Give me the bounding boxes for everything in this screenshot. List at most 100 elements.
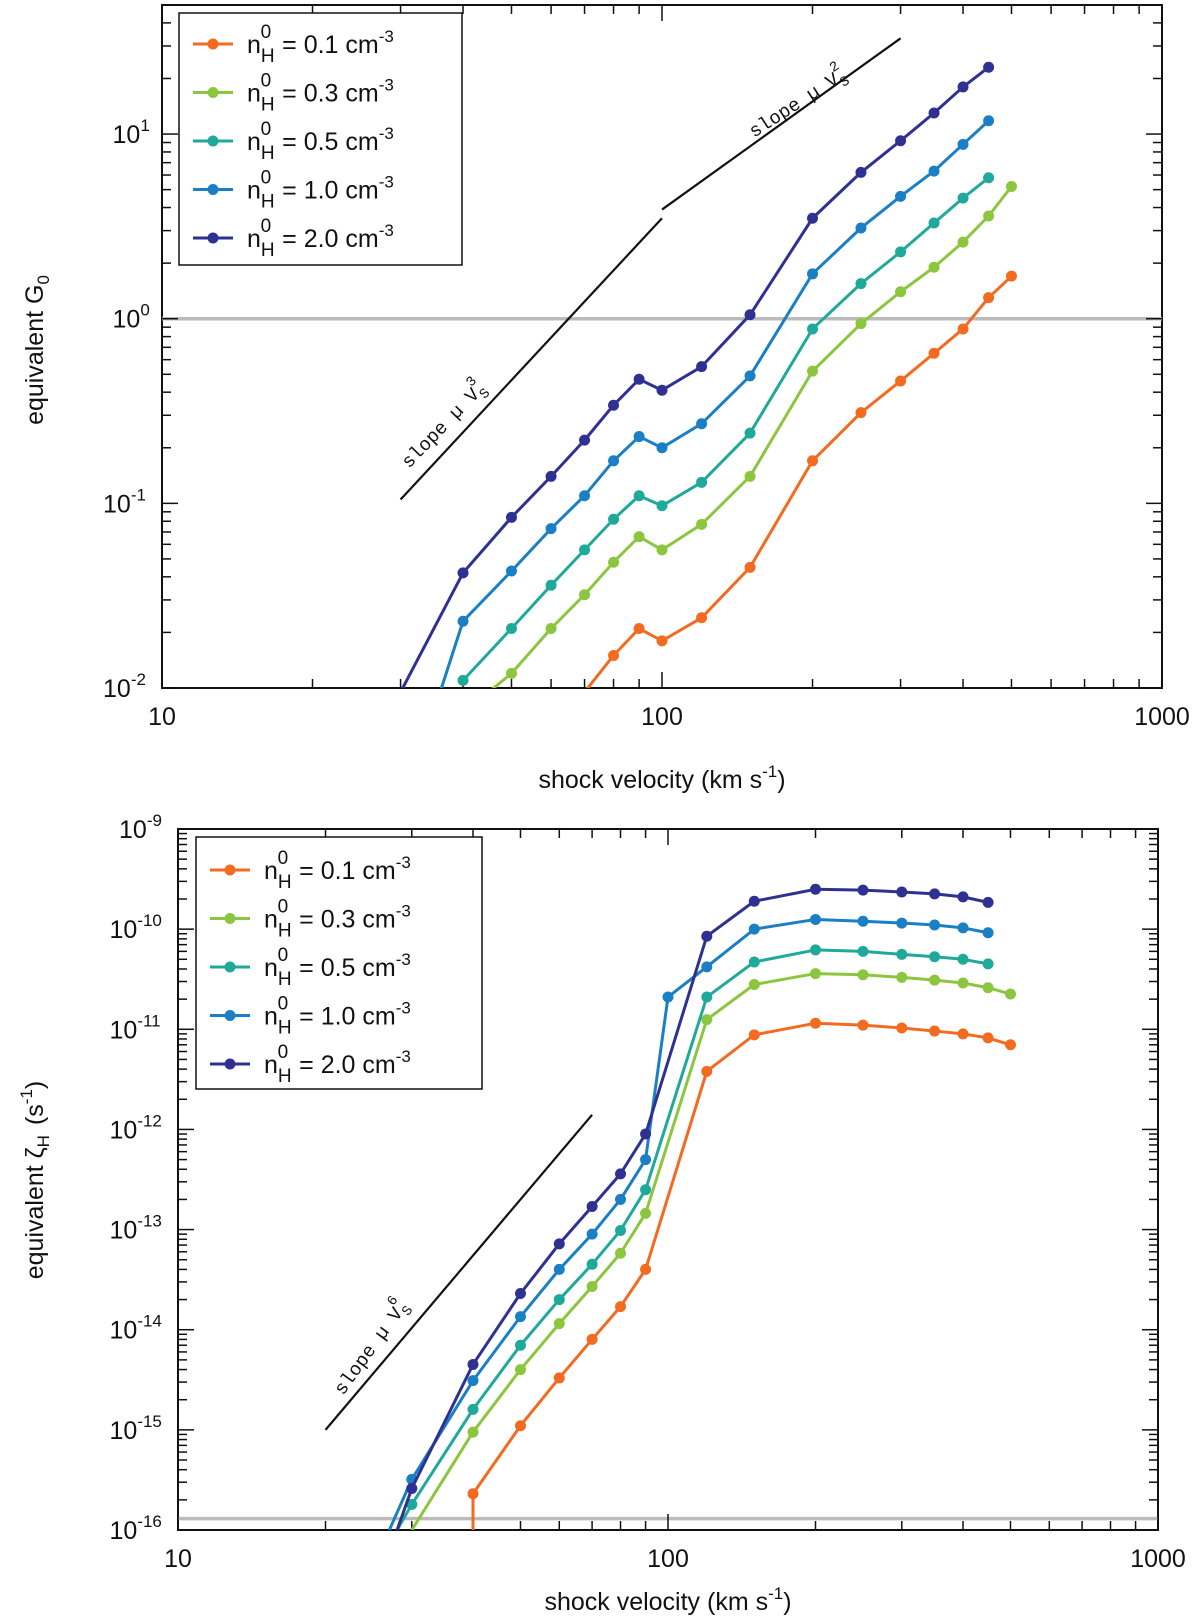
data-point bbox=[505, 565, 517, 577]
data-point bbox=[744, 309, 756, 321]
data-point bbox=[608, 649, 620, 661]
legend-entry: nH0 = 0.5 cm-3 bbox=[210, 945, 411, 990]
legend-marker bbox=[224, 864, 236, 876]
data-point bbox=[608, 513, 620, 525]
legend-marker bbox=[224, 1010, 236, 1021]
data-point bbox=[514, 1364, 526, 1376]
data-point bbox=[1004, 988, 1016, 1000]
legend-entry: nH0 = 1.0 cm-3 bbox=[210, 994, 411, 1039]
data-point bbox=[545, 523, 557, 535]
data-point bbox=[701, 1014, 713, 1026]
data-point bbox=[608, 455, 620, 467]
data-point bbox=[895, 246, 907, 258]
data-point bbox=[467, 1426, 479, 1438]
slope-guide-line bbox=[324, 1114, 593, 1431]
data-point bbox=[982, 927, 994, 939]
data-point bbox=[929, 974, 941, 986]
legend-marker bbox=[207, 135, 219, 147]
y-tick-label: 10-9 bbox=[119, 811, 162, 844]
series-line bbox=[461, 176, 990, 682]
data-point bbox=[514, 1311, 526, 1323]
data-point bbox=[957, 953, 969, 965]
data-point bbox=[553, 1294, 565, 1306]
data-point bbox=[810, 913, 822, 925]
data-point bbox=[744, 370, 756, 382]
series-1 bbox=[467, 1017, 1016, 1530]
legend-label: nH0 = 2.0 cm-3 bbox=[264, 1042, 411, 1087]
data-point bbox=[983, 292, 995, 304]
slope-annotation-v2: slope µ VS2 bbox=[741, 58, 853, 147]
data-point bbox=[633, 623, 645, 635]
data-point bbox=[957, 236, 969, 248]
y-axis-label: equivalent G0 bbox=[21, 275, 53, 425]
data-point bbox=[640, 1128, 652, 1140]
x-tick-label: 1000 bbox=[1134, 703, 1190, 731]
legend-label: nH0 = 2.0 cm-3 bbox=[247, 216, 394, 261]
data-point bbox=[810, 1017, 822, 1029]
legend-label: nH0 = 1.0 cm-3 bbox=[264, 994, 411, 1039]
legend-entry: nH0 = 0.5 cm-3 bbox=[193, 119, 394, 164]
data-point bbox=[929, 1025, 941, 1037]
data-point bbox=[957, 192, 969, 204]
data-point bbox=[579, 544, 591, 556]
data-point bbox=[983, 115, 995, 127]
data-point bbox=[982, 958, 994, 970]
data-point bbox=[514, 1339, 526, 1351]
data-point bbox=[457, 615, 469, 627]
data-point bbox=[983, 172, 995, 184]
data-point bbox=[457, 674, 469, 686]
slope-guide-line bbox=[399, 217, 663, 501]
data-point bbox=[467, 1375, 479, 1387]
data-point bbox=[545, 470, 557, 482]
data-point bbox=[696, 518, 708, 530]
data-point bbox=[748, 923, 760, 935]
data-point bbox=[928, 347, 940, 359]
slope-guides bbox=[399, 37, 902, 501]
data-point bbox=[467, 1403, 479, 1415]
data-point bbox=[586, 1228, 598, 1240]
data-point bbox=[514, 1420, 526, 1432]
data-point bbox=[857, 1019, 869, 1031]
legend-entry: nH0 = 2.0 cm-3 bbox=[210, 1042, 411, 1087]
data-point bbox=[696, 418, 708, 430]
y-tick-label: 10-16 bbox=[110, 1512, 162, 1545]
data-point bbox=[701, 991, 713, 1003]
data-point bbox=[957, 323, 969, 335]
data-point bbox=[857, 969, 869, 981]
slope-guides bbox=[324, 1114, 593, 1431]
data-point bbox=[896, 1022, 908, 1034]
data-point bbox=[633, 531, 645, 543]
series-3 bbox=[395, 944, 994, 1530]
data-point bbox=[896, 886, 908, 898]
x-axis-label: shock velocity (km s-1) bbox=[538, 762, 785, 794]
data-point bbox=[696, 476, 708, 488]
data-point bbox=[928, 107, 940, 119]
data-point bbox=[701, 961, 713, 973]
data-point bbox=[896, 948, 908, 960]
legend-entry: nH0 = 1.0 cm-3 bbox=[193, 168, 394, 213]
y-tick-label: 10-15 bbox=[110, 1412, 162, 1445]
data-point bbox=[982, 982, 994, 994]
legend-entry: nH0 = 2.0 cm-3 bbox=[193, 216, 394, 261]
legend-marker bbox=[224, 1058, 236, 1070]
data-point bbox=[656, 635, 668, 647]
data-point bbox=[656, 500, 668, 512]
data-point bbox=[656, 442, 668, 454]
legend-marker bbox=[224, 961, 236, 973]
series-line bbox=[585, 275, 1013, 688]
data-point bbox=[514, 1287, 526, 1299]
legend-label: nH0 = 0.3 cm-3 bbox=[247, 71, 394, 116]
data-point bbox=[857, 915, 869, 927]
data-point bbox=[406, 1498, 418, 1510]
data-point bbox=[586, 1200, 598, 1212]
data-point bbox=[982, 896, 994, 908]
data-point bbox=[505, 667, 517, 679]
data-point bbox=[696, 361, 708, 373]
data-point bbox=[553, 1263, 565, 1275]
data-point bbox=[748, 895, 760, 907]
data-point bbox=[744, 427, 756, 439]
data-point bbox=[810, 944, 822, 956]
x-tick-label: 1000 bbox=[1130, 1545, 1186, 1573]
series-5 bbox=[401, 61, 995, 688]
